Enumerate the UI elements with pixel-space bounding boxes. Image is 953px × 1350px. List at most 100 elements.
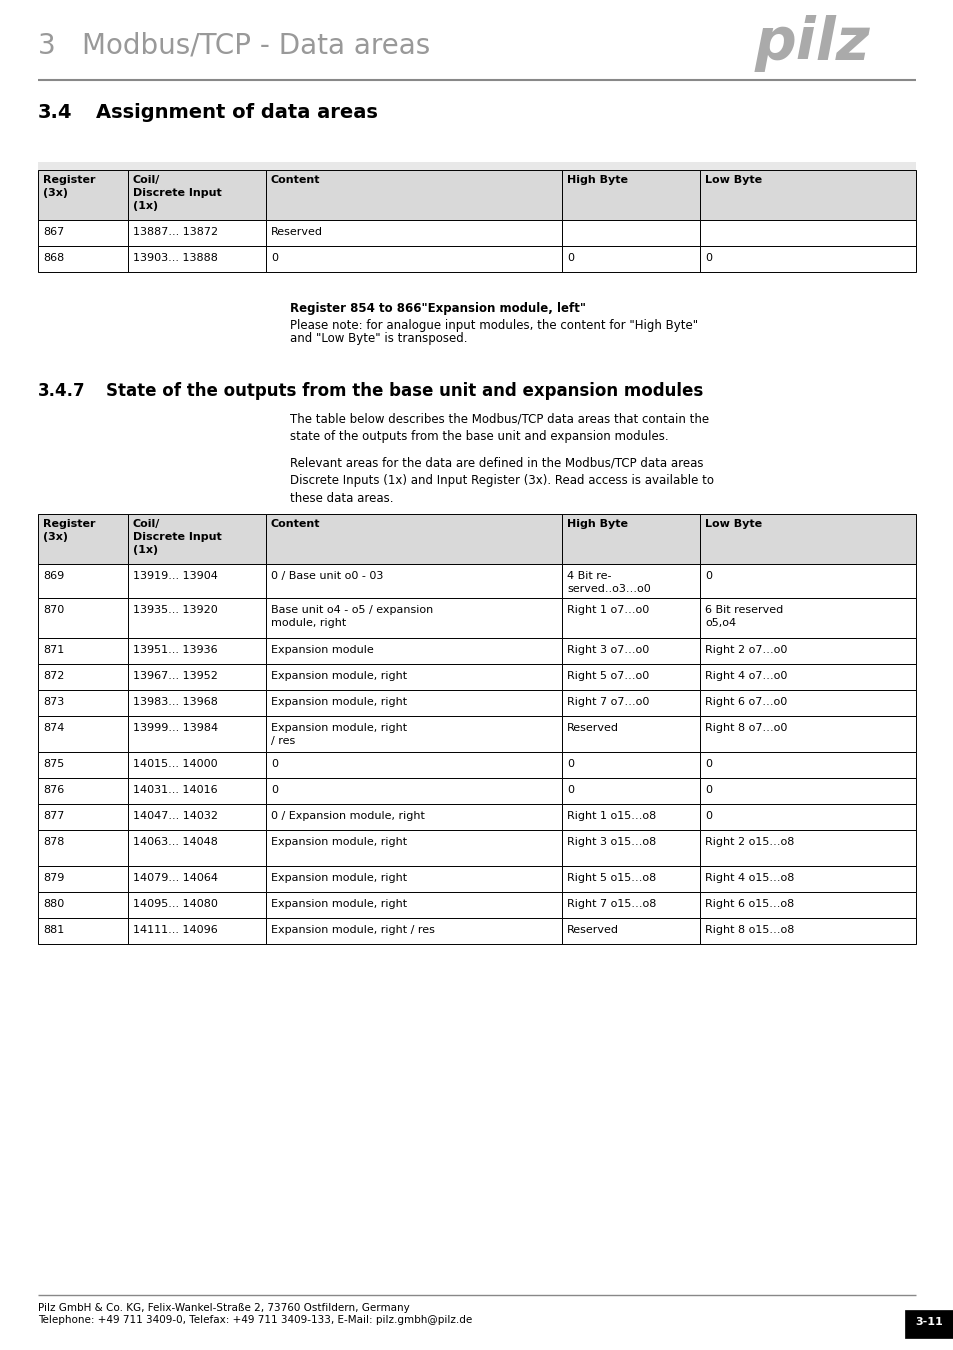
Text: 14047... 14032: 14047... 14032 — [132, 811, 218, 821]
Bar — [700, 564, 915, 598]
Bar — [38, 598, 128, 639]
Bar — [128, 664, 266, 690]
Text: 870: 870 — [43, 605, 64, 616]
Text: 880: 880 — [43, 899, 64, 909]
Text: 877: 877 — [43, 811, 64, 821]
Text: 13887... 13872: 13887... 13872 — [132, 227, 218, 238]
Text: Content: Content — [271, 176, 320, 185]
Text: Reserved: Reserved — [566, 724, 618, 733]
Text: 873: 873 — [43, 697, 64, 707]
Text: 13951... 13936: 13951... 13936 — [132, 645, 217, 655]
Text: 3.4: 3.4 — [38, 103, 72, 122]
Text: 0: 0 — [704, 571, 711, 580]
Bar — [561, 598, 700, 639]
Text: 0 / Expansion module, right: 0 / Expansion module, right — [271, 811, 424, 821]
Bar — [561, 639, 700, 664]
Bar — [128, 220, 266, 246]
Bar — [561, 918, 700, 944]
Text: 14063... 14048: 14063... 14048 — [132, 837, 217, 846]
Text: 0: 0 — [704, 784, 711, 795]
Text: Right 6 o15…o8: Right 6 o15…o8 — [704, 899, 794, 909]
Bar — [266, 690, 561, 716]
Text: 13919... 13904: 13919... 13904 — [132, 571, 217, 580]
Text: 13903... 13888: 13903... 13888 — [132, 252, 217, 263]
Text: Expansion module, right: Expansion module, right — [271, 899, 407, 909]
Bar — [700, 805, 915, 830]
Bar — [561, 778, 700, 805]
Text: Right 4 o15…o8: Right 4 o15…o8 — [704, 873, 794, 883]
Text: Expansion module, right: Expansion module, right — [271, 671, 407, 680]
Text: Reserved: Reserved — [566, 925, 618, 936]
Bar — [266, 778, 561, 805]
Text: 13967... 13952: 13967... 13952 — [132, 671, 217, 680]
Text: 0: 0 — [566, 252, 574, 263]
Bar — [700, 246, 915, 271]
Text: 0 / Base unit o0 - 03: 0 / Base unit o0 - 03 — [271, 571, 383, 580]
Bar — [128, 564, 266, 598]
Text: Expansion module, right / res: Expansion module, right / res — [271, 925, 435, 936]
Text: and "Low Byte" is transposed.: and "Low Byte" is transposed. — [290, 332, 467, 346]
Text: Right 8 o15…o8: Right 8 o15…o8 — [704, 925, 794, 936]
Bar — [266, 598, 561, 639]
Bar — [266, 220, 561, 246]
Bar — [904, 1310, 953, 1338]
Text: 0: 0 — [271, 759, 277, 769]
Text: State of the outputs from the base unit and expansion modules: State of the outputs from the base unit … — [106, 382, 702, 400]
Text: 14031... 14016: 14031... 14016 — [132, 784, 217, 795]
Text: Expansion module, right
/ res: Expansion module, right / res — [271, 724, 407, 745]
Bar — [561, 514, 700, 564]
Text: 0: 0 — [704, 811, 711, 821]
Text: 3: 3 — [38, 32, 55, 59]
Text: 874: 874 — [43, 724, 64, 733]
Text: 867: 867 — [43, 227, 64, 238]
Bar — [700, 664, 915, 690]
Bar — [266, 892, 561, 918]
Bar — [561, 690, 700, 716]
Text: 871: 871 — [43, 645, 64, 655]
Bar — [38, 865, 128, 892]
Bar — [700, 778, 915, 805]
Bar — [38, 778, 128, 805]
Bar — [128, 918, 266, 944]
Text: 868: 868 — [43, 252, 64, 263]
Text: Right 3 o7…o0: Right 3 o7…o0 — [566, 645, 649, 655]
Bar — [266, 865, 561, 892]
Bar — [128, 598, 266, 639]
Text: Register 854 to 866"Expansion module, left": Register 854 to 866"Expansion module, le… — [290, 302, 585, 315]
Text: Expansion module, right: Expansion module, right — [271, 873, 407, 883]
Text: High Byte: High Byte — [566, 176, 627, 185]
Bar — [266, 246, 561, 271]
Bar — [38, 892, 128, 918]
Bar — [561, 564, 700, 598]
Bar — [266, 830, 561, 865]
Bar — [128, 865, 266, 892]
Bar — [700, 690, 915, 716]
Bar — [38, 162, 915, 170]
Text: Assignment of data areas: Assignment of data areas — [96, 103, 377, 122]
Text: Right 2 o15…o8: Right 2 o15…o8 — [704, 837, 794, 846]
Bar — [128, 805, 266, 830]
Text: Right 3 o15…o8: Right 3 o15…o8 — [566, 837, 656, 846]
Bar — [266, 752, 561, 778]
Bar — [128, 716, 266, 752]
Bar — [128, 514, 266, 564]
Text: Telephone: +49 711 3409-0, Telefax: +49 711 3409-133, E-Mail: pilz.gmbh@pilz.de: Telephone: +49 711 3409-0, Telefax: +49 … — [38, 1315, 472, 1324]
Bar — [266, 564, 561, 598]
Text: Pilz GmbH & Co. KG, Felix-Wankel-Straße 2, 73760 Ostfildern, Germany: Pilz GmbH & Co. KG, Felix-Wankel-Straße … — [38, 1303, 410, 1314]
Bar — [128, 830, 266, 865]
Text: 0: 0 — [566, 759, 574, 769]
Text: High Byte: High Byte — [566, 518, 627, 529]
Text: Modbus/TCP - Data areas: Modbus/TCP - Data areas — [82, 32, 430, 59]
Bar — [561, 805, 700, 830]
Bar — [700, 752, 915, 778]
Bar — [38, 664, 128, 690]
Text: 876: 876 — [43, 784, 64, 795]
Text: 0: 0 — [566, 784, 574, 795]
Bar — [561, 246, 700, 271]
Bar — [38, 170, 128, 220]
Text: 13983... 13968: 13983... 13968 — [132, 697, 217, 707]
Bar — [700, 865, 915, 892]
Text: 13935... 13920: 13935... 13920 — [132, 605, 217, 616]
Bar — [38, 514, 128, 564]
Bar — [700, 918, 915, 944]
